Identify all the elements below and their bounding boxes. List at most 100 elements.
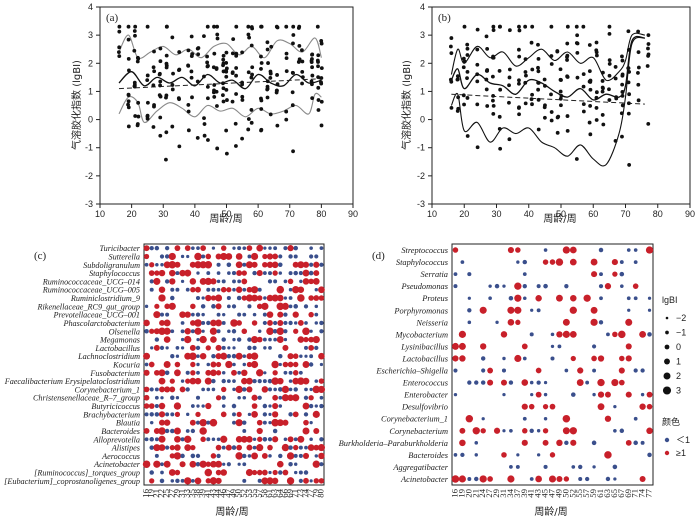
pA-point (205, 60, 210, 65)
pA-point (265, 40, 270, 45)
pB-point (475, 79, 480, 84)
pA-point (177, 67, 182, 72)
pC-dot (215, 353, 222, 360)
pC-dot (206, 437, 211, 442)
pC-row-label: Alloprevotella (92, 435, 140, 444)
pC-dot (231, 353, 237, 359)
pC-dot (271, 261, 279, 269)
pD-dot (515, 319, 521, 325)
pB-point (529, 97, 534, 102)
pB-point (475, 102, 480, 107)
pC-dot (194, 477, 202, 485)
pC-dot (205, 369, 212, 376)
pC-col-label: 44 (213, 488, 223, 497)
pC-dot (237, 462, 241, 466)
pB-point (581, 72, 586, 76)
pB-ytick-label: -1 (417, 143, 425, 153)
pC-dot (206, 271, 211, 276)
pB-point (619, 111, 624, 116)
pA-point (205, 84, 210, 89)
pC-dot (246, 353, 253, 360)
pC-dot (168, 302, 176, 310)
pD-dot (647, 332, 652, 337)
pC-dot (190, 320, 196, 326)
pC-col-label: 19 (146, 488, 156, 497)
pC-dot (204, 277, 212, 286)
pC-dot (205, 345, 211, 351)
pD-dot (626, 296, 631, 301)
pB-point (636, 65, 641, 70)
pB-point (601, 122, 606, 127)
pC-dot (216, 287, 221, 292)
pC-row-label: Aerococcus (101, 452, 140, 461)
pB-point (559, 94, 564, 98)
pD-dot (467, 380, 472, 385)
pA-point (206, 138, 210, 142)
pD-dot (599, 272, 603, 277)
pD-dot (536, 429, 541, 433)
pB-point (491, 93, 496, 98)
pB-point (497, 127, 502, 131)
pB-point (542, 115, 547, 120)
pA-point (240, 50, 245, 55)
pD-dot (569, 330, 577, 338)
pC-dot (211, 287, 216, 292)
pC-dot (303, 336, 309, 343)
pC-dot (241, 270, 247, 276)
pC-dot (211, 353, 216, 359)
legend: lgBI −2 −1 0 1 2 3 颜色 ＜1 ≥1 (662, 295, 690, 458)
pB-point (507, 100, 511, 105)
pB-point (646, 121, 651, 126)
pD-col-label: 45 (540, 488, 550, 497)
pC-dot (180, 478, 185, 483)
pC-dot (298, 453, 303, 458)
pA-point (230, 71, 235, 76)
pB-point (555, 130, 560, 135)
pD-row-label: Aggregatibacter (392, 463, 448, 472)
pC-dot (204, 261, 213, 269)
pD-dot (535, 475, 542, 483)
pB-point (594, 106, 599, 110)
pD-dot (501, 368, 507, 373)
legend-size-dot (664, 358, 670, 365)
pC-dot (235, 419, 243, 427)
pC-dot (209, 418, 218, 427)
pC-col-label: 66 (279, 488, 289, 497)
legend-size-dot (663, 372, 671, 380)
pC-dot (293, 470, 298, 475)
pC-dot (204, 377, 212, 385)
pC-dot (267, 378, 273, 384)
pD-dot (529, 332, 534, 337)
pD-dot (530, 393, 534, 397)
pD-dot (550, 344, 555, 349)
pB-point (462, 102, 466, 107)
pD-col-label: 50 (560, 488, 570, 497)
pB-point (600, 89, 605, 94)
pC-dot (149, 245, 154, 251)
pD-dot (521, 379, 529, 386)
pC-dot (154, 245, 160, 251)
pD-dot (467, 477, 472, 481)
pA-point (240, 94, 245, 99)
pA-point (215, 32, 220, 37)
pC-dot (262, 412, 268, 417)
pB-xtick-label: 80 (653, 209, 663, 219)
pC-dot (278, 470, 283, 475)
pB-point (636, 98, 641, 103)
pC-dot (318, 478, 325, 484)
pD-dot (639, 403, 646, 410)
pD-dot (598, 247, 604, 253)
panel-a-xlabel: 周龄/周 (209, 212, 242, 225)
pC-dot (186, 254, 190, 259)
pC-dot (215, 469, 222, 476)
pC-dot (302, 402, 310, 410)
pD-dot (626, 248, 631, 252)
pC-dot (297, 294, 305, 302)
pA-point (136, 100, 141, 105)
pC-dot (200, 245, 206, 252)
pC-dot (272, 428, 278, 434)
pA-point (310, 73, 315, 78)
pC-dot (237, 246, 242, 251)
pA-point (186, 63, 191, 68)
pB-point (536, 65, 540, 70)
